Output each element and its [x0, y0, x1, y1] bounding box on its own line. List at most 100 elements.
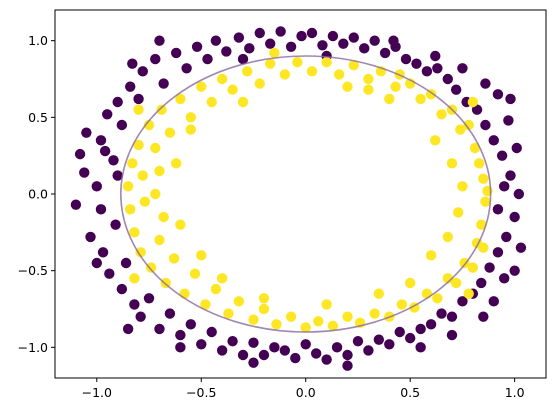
point-class-1-84: [384, 93, 395, 105]
point-class-1-88: [216, 273, 228, 284]
point-class-0-27: [175, 329, 186, 341]
point-class-0-46: [275, 26, 286, 37]
point-class-0-36: [221, 46, 232, 57]
point-class-0-97: [503, 115, 514, 126]
point-class-1-41: [327, 320, 339, 332]
point-class-0-110: [237, 53, 249, 65]
point-class-0-90: [496, 150, 508, 161]
point-class-0-28: [181, 63, 192, 74]
point-class-1-96: [133, 104, 144, 115]
point-class-0-44: [265, 38, 276, 49]
point-class-1-5: [135, 247, 146, 258]
point-class-0-98: [499, 273, 510, 284]
point-class-0-102: [478, 311, 489, 322]
point-class-0-65: [373, 334, 385, 345]
points-layer: [70, 26, 527, 371]
point-class-0-7: [102, 109, 113, 120]
point-class-0-2: [79, 167, 90, 178]
point-class-0-14: [116, 119, 128, 131]
point-class-1-54: [415, 93, 426, 105]
point-class-0-35: [216, 345, 228, 356]
point-class-1-78: [425, 250, 437, 261]
point-class-0-76: [432, 63, 443, 74]
point-class-0-114: [457, 63, 468, 74]
point-class-1-66: [469, 142, 481, 154]
point-class-0-96: [511, 142, 522, 154]
point-class-1-33: [271, 319, 282, 330]
point-class-0-73: [415, 323, 426, 335]
point-class-1-95: [467, 96, 479, 108]
point-class-0-47: [279, 345, 291, 356]
point-class-1-8: [143, 119, 155, 131]
point-class-0-23: [154, 323, 165, 335]
point-class-0-56: [327, 30, 339, 42]
point-class-0-11: [112, 96, 123, 108]
point-class-0-78: [442, 73, 453, 85]
point-class-1-22: [206, 96, 217, 108]
point-class-1-74: [453, 207, 464, 218]
point-class-1-46: [363, 73, 374, 85]
point-class-0-84: [471, 104, 483, 115]
point-class-1-34: [279, 69, 291, 80]
point-class-0-64: [369, 35, 380, 46]
y-tick-label-1: −0.5: [18, 263, 48, 278]
point-class-1-39: [313, 316, 324, 327]
point-class-1-82: [170, 158, 182, 169]
point-class-0-15: [120, 257, 132, 269]
point-class-0-24: [158, 78, 169, 89]
point-class-1-4: [133, 139, 144, 151]
point-class-0-40: [244, 43, 255, 54]
point-class-1-89: [258, 293, 270, 304]
point-class-0-41: [248, 337, 259, 348]
point-class-0-62: [359, 43, 370, 54]
point-class-0-94: [513, 188, 525, 200]
point-class-0-108: [127, 58, 138, 69]
point-class-0-53: [310, 348, 322, 359]
point-class-0-39: [237, 349, 249, 361]
point-class-0-115: [175, 342, 186, 353]
point-class-0-19: [135, 311, 146, 322]
point-class-0-123: [509, 265, 520, 276]
point-class-1-29: [248, 314, 259, 325]
point-class-1-80: [154, 165, 165, 177]
decision-boundary: [120, 55, 492, 333]
point-class-0-86: [480, 119, 491, 131]
point-class-1-65: [467, 262, 479, 273]
point-class-0-16: [125, 81, 136, 92]
point-class-1-38: [306, 66, 318, 77]
point-class-1-20: [196, 81, 207, 92]
point-class-0-32: [202, 53, 213, 65]
point-class-0-120: [122, 323, 134, 335]
point-class-0-0: [74, 148, 86, 160]
point-class-1-77: [430, 135, 441, 146]
y-axis-ticks: −1.0 −0.5 0.0 0.5 1.0: [18, 33, 55, 355]
point-class-0-55: [321, 354, 332, 365]
point-class-1-100: [269, 47, 280, 59]
point-class-0-85: [476, 277, 487, 289]
point-class-0-30: [191, 41, 203, 52]
point-class-1-40: [321, 56, 332, 68]
point-class-1-57: [432, 293, 443, 304]
point-class-1-21: [200, 299, 211, 310]
point-class-1-18: [185, 112, 197, 123]
point-class-0-1: [70, 199, 82, 210]
point-class-1-26: [227, 84, 238, 95]
point-class-0-54: [317, 40, 328, 51]
point-class-1-25: [223, 308, 234, 319]
y-tick-label-4: 1.0: [28, 33, 48, 48]
point-class-0-29: [185, 319, 197, 330]
x-tick-label-4: 1.0: [505, 385, 525, 400]
point-class-0-31: [196, 339, 207, 350]
point-class-0-95: [515, 242, 527, 253]
point-class-0-43: [258, 349, 270, 361]
point-class-0-48: [285, 41, 297, 52]
point-class-0-21: [143, 293, 155, 304]
point-class-1-93: [185, 124, 197, 135]
point-class-0-58: [338, 38, 349, 49]
point-class-1-83: [175, 219, 186, 230]
point-class-1-75: [446, 158, 458, 169]
point-class-1-3: [129, 227, 140, 238]
point-class-0-61: [352, 336, 364, 347]
point-class-0-5: [95, 135, 107, 146]
